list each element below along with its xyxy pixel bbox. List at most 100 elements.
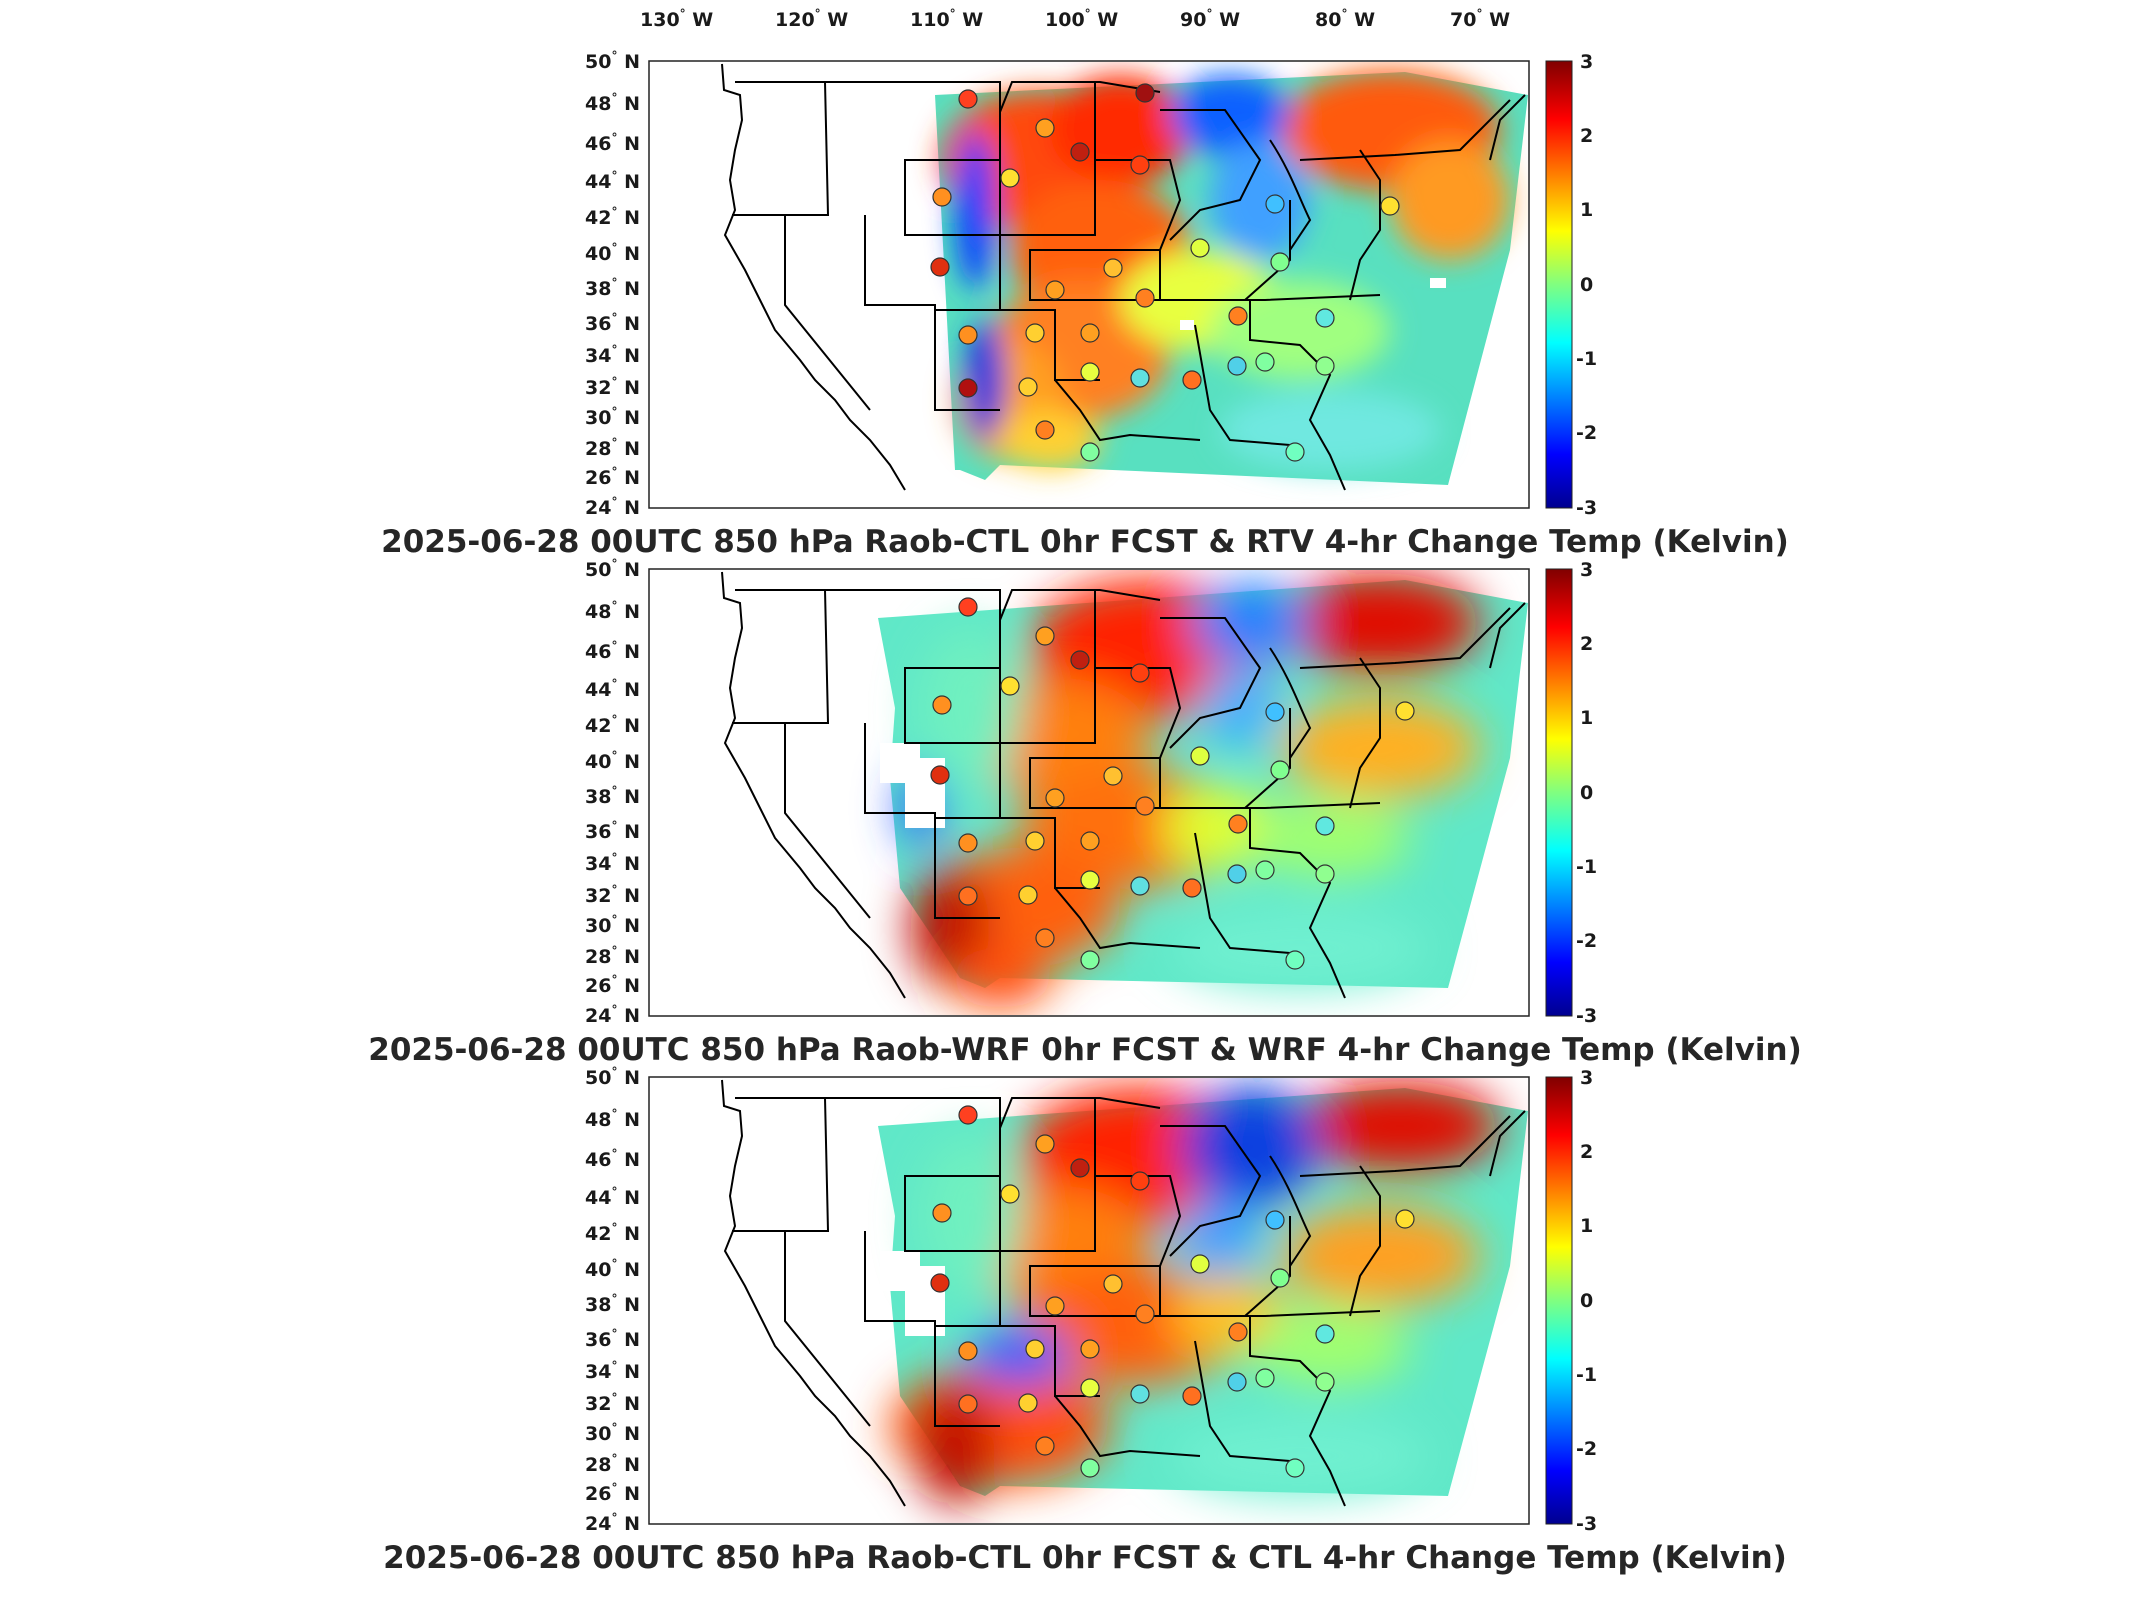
raob-circle	[958, 89, 978, 109]
raob-circle	[1035, 928, 1055, 948]
lat-label: 50° N	[585, 49, 640, 73]
raob-circle	[1080, 442, 1100, 462]
raob-circle	[1227, 356, 1247, 376]
raob-circle	[1080, 362, 1100, 382]
lat-label: 32° N	[585, 1391, 640, 1415]
cb-label: 0	[1580, 274, 1593, 296]
lat-label: 46° N	[585, 639, 640, 663]
lon-label: 80° W	[1315, 7, 1375, 31]
raob-circle	[1182, 1386, 1202, 1406]
raob-circle	[1182, 370, 1202, 390]
cb-label: 2	[1580, 633, 1593, 655]
lat-label: 38° N	[585, 1292, 640, 1316]
latitude-axis-3: 50° N 48° N 46° N 44° N 42° N 40° N 38° …	[585, 1065, 640, 1535]
lat-label: 26° N	[585, 1481, 640, 1505]
cb-label: 2	[1580, 1141, 1593, 1163]
cb-label: -3	[1576, 1005, 1597, 1027]
raob-circle	[932, 695, 952, 715]
map-1	[648, 60, 1530, 509]
raob-circle	[1228, 306, 1248, 326]
lat-label: 26° N	[585, 973, 640, 997]
colorbar-1: 3 2 1 0 -1 -2 -3	[1545, 51, 1597, 519]
raob-circle	[1080, 870, 1100, 890]
lat-label: 40° N	[585, 1257, 640, 1281]
raob-circle	[1103, 1274, 1123, 1294]
cb-label: 3	[1580, 559, 1593, 581]
lat-label: 32° N	[585, 375, 640, 399]
lat-label: 34° N	[585, 343, 640, 367]
raob-circle	[1000, 1184, 1020, 1204]
raob-circle	[1270, 760, 1290, 780]
raob-circle	[1285, 950, 1305, 970]
raob-circle	[1315, 1324, 1335, 1344]
raob-circle	[930, 765, 950, 785]
raob-circle	[1130, 368, 1150, 388]
cb-label: -3	[1576, 497, 1597, 519]
cb-label: -1	[1576, 856, 1597, 878]
lat-label: 42° N	[585, 713, 640, 737]
raob-circle	[958, 833, 978, 853]
raob-circle	[1130, 663, 1150, 683]
raob-circle	[1070, 650, 1090, 670]
cb-label: -3	[1576, 1513, 1597, 1535]
raob-circle	[1270, 1268, 1290, 1288]
raob-circle	[1182, 878, 1202, 898]
raob-circle	[1255, 1368, 1275, 1388]
raob-circle	[932, 187, 952, 207]
raob-circle	[958, 886, 978, 906]
cb-label: 1	[1580, 199, 1593, 221]
raob-circle	[958, 1394, 978, 1414]
raob-circle	[1255, 860, 1275, 880]
raob-circle	[1070, 142, 1090, 162]
lat-label: 36° N	[585, 1327, 640, 1351]
raob-circle	[1080, 1339, 1100, 1359]
cb-label: 2	[1580, 125, 1593, 147]
raob-circle	[1265, 194, 1285, 214]
lat-label: 48° N	[585, 599, 640, 623]
lon-label: 90° W	[1180, 7, 1240, 31]
map-borders	[721, 1079, 1526, 1507]
lat-label: 28° N	[585, 944, 640, 968]
raob-circle	[958, 1105, 978, 1125]
raob-circle	[958, 378, 978, 398]
raob-circle	[1135, 83, 1155, 103]
panel-3: 50° N 48° N 46° N 44° N 42° N 40° N 38° …	[383, 1065, 1787, 1576]
raob-circle	[1190, 1254, 1210, 1274]
raob-circle	[1025, 831, 1045, 851]
panel-title: 2025-06-28 00UTC 850 hPa Raob-WRF 0hr FC…	[368, 1032, 1802, 1068]
raob-circle	[1045, 788, 1065, 808]
raob-circle	[1227, 864, 1247, 884]
cb-label: -2	[1576, 422, 1597, 444]
raob-circle	[1285, 442, 1305, 462]
lat-label: 24° N	[585, 495, 640, 519]
lat-label: 30° N	[585, 405, 640, 429]
raob-circle	[1070, 1158, 1090, 1178]
raob-circle	[1130, 876, 1150, 896]
raob-circle	[1227, 1372, 1247, 1392]
raob-circle	[1315, 308, 1335, 328]
lat-label: 50° N	[585, 1065, 640, 1089]
raob-circle	[1228, 814, 1248, 834]
raob-circle	[1080, 1458, 1100, 1478]
lon-label: 100° W	[1045, 7, 1118, 31]
lat-label: 36° N	[585, 311, 640, 335]
raob-circle	[1380, 196, 1400, 216]
lon-label: 120° W	[775, 7, 848, 31]
raob-circle	[1315, 356, 1335, 376]
raob-circle	[1035, 626, 1055, 646]
raob-circle	[1270, 252, 1290, 272]
raob-circle	[1103, 258, 1123, 278]
raob-circle	[1190, 746, 1210, 766]
lat-label: 42° N	[585, 205, 640, 229]
raob-circle	[1080, 1378, 1100, 1398]
lat-label: 32° N	[585, 883, 640, 907]
cb-label: 1	[1580, 707, 1593, 729]
panel-title: 2025-06-28 00UTC 850 hPa Raob-CTL 0hr FC…	[383, 1540, 1787, 1576]
cb-label: -2	[1576, 1438, 1597, 1460]
raob-observations	[930, 83, 1400, 462]
cb-label: -1	[1576, 1364, 1597, 1386]
raob-circle	[1130, 1171, 1150, 1191]
lon-label: 70° W	[1450, 7, 1510, 31]
cb-label: 3	[1580, 51, 1593, 73]
map-borders	[721, 63, 1526, 491]
